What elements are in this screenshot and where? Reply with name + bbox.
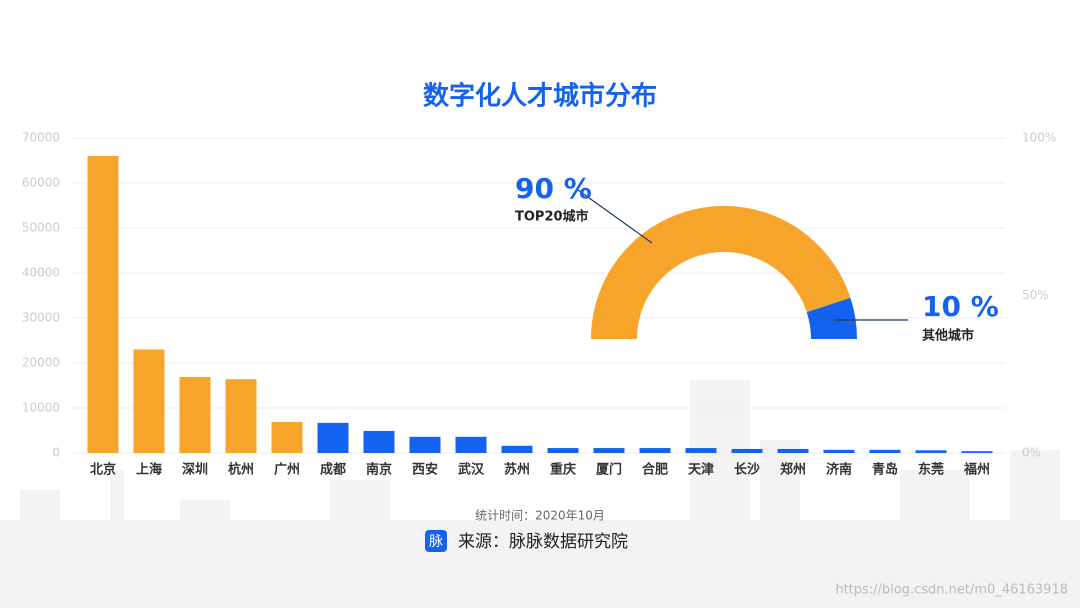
y-tick-label: 30000 — [22, 311, 60, 325]
y-tick-label: 20000 — [22, 356, 60, 370]
bar — [685, 448, 717, 453]
source-note: 来源：脉脉数据研究院 — [458, 532, 628, 552]
y2-tick-label: 100% — [1022, 131, 1056, 145]
logo — [425, 530, 447, 552]
x-tick-label: 苏州 — [504, 462, 530, 478]
bar — [179, 376, 211, 453]
bar — [271, 421, 303, 453]
bar — [593, 448, 625, 453]
bar — [133, 349, 165, 453]
x-tick-label: 青岛 — [872, 462, 898, 478]
x-tick-label: 东莞 — [918, 462, 944, 478]
y-tick-label: 0 — [52, 446, 60, 460]
leader-line — [577, 189, 653, 244]
x-tick-label: 厦门 — [596, 462, 622, 478]
bar — [87, 156, 119, 453]
bar — [409, 436, 441, 453]
skyline — [0, 380, 1080, 608]
x-tick-label: 长沙 — [734, 462, 760, 478]
value-label: 10 % — [922, 290, 999, 323]
bar — [501, 445, 533, 453]
y2-tick-label: 50% — [1022, 288, 1049, 302]
x-tick-label: 上海 — [136, 462, 162, 478]
category-label: TOP20城市 — [515, 209, 589, 225]
bar — [317, 422, 349, 453]
donut-segment — [806, 297, 857, 339]
bar — [639, 448, 671, 453]
logo-text: 脉 — [429, 534, 443, 550]
chart-title: 数字化人才城市分布 — [423, 81, 657, 112]
x-tick-label: 武汉 — [458, 462, 485, 478]
bar — [455, 436, 487, 453]
date-note: 统计时间：2020年10月 — [475, 509, 605, 523]
x-tick-label: 杭州 — [228, 462, 254, 478]
y-tick-label: 10000 — [22, 401, 60, 415]
x-tick-label: 南京 — [366, 462, 392, 478]
x-tick-label: 重庆 — [550, 462, 576, 478]
category-label: 其他城市 — [922, 328, 974, 344]
x-tick-label: 福州 — [963, 462, 990, 478]
y2-tick-label: 0% — [1022, 446, 1041, 460]
y-tick-label: 40000 — [22, 266, 60, 280]
y-tick-label: 60000 — [22, 176, 60, 190]
bar — [777, 448, 809, 453]
bar — [363, 430, 395, 453]
bar — [869, 449, 901, 453]
x-tick-label: 北京 — [90, 462, 116, 478]
x-tick-label: 郑州 — [780, 462, 806, 478]
watermark: https://blog.csdn.net/m0_46163918 — [835, 583, 1068, 598]
bar — [823, 449, 855, 453]
bar — [915, 450, 947, 453]
bar — [225, 379, 257, 453]
y-tick-label: 70000 — [22, 131, 60, 145]
value-label: 90 % — [515, 172, 592, 205]
x-tick-label: 深圳 — [182, 462, 208, 478]
x-tick-label: 西安 — [412, 462, 438, 478]
y-tick-label: 50000 — [22, 221, 60, 235]
x-tick-label: 成都 — [320, 462, 346, 478]
donut-segment — [591, 206, 851, 339]
x-tick-label: 天津 — [688, 462, 714, 478]
bar — [547, 448, 579, 453]
x-tick-label: 合肥 — [642, 462, 668, 478]
bar — [961, 451, 993, 453]
bar — [731, 448, 763, 453]
x-tick-label: 广州 — [274, 462, 300, 478]
x-tick-label: 济南 — [826, 462, 852, 478]
